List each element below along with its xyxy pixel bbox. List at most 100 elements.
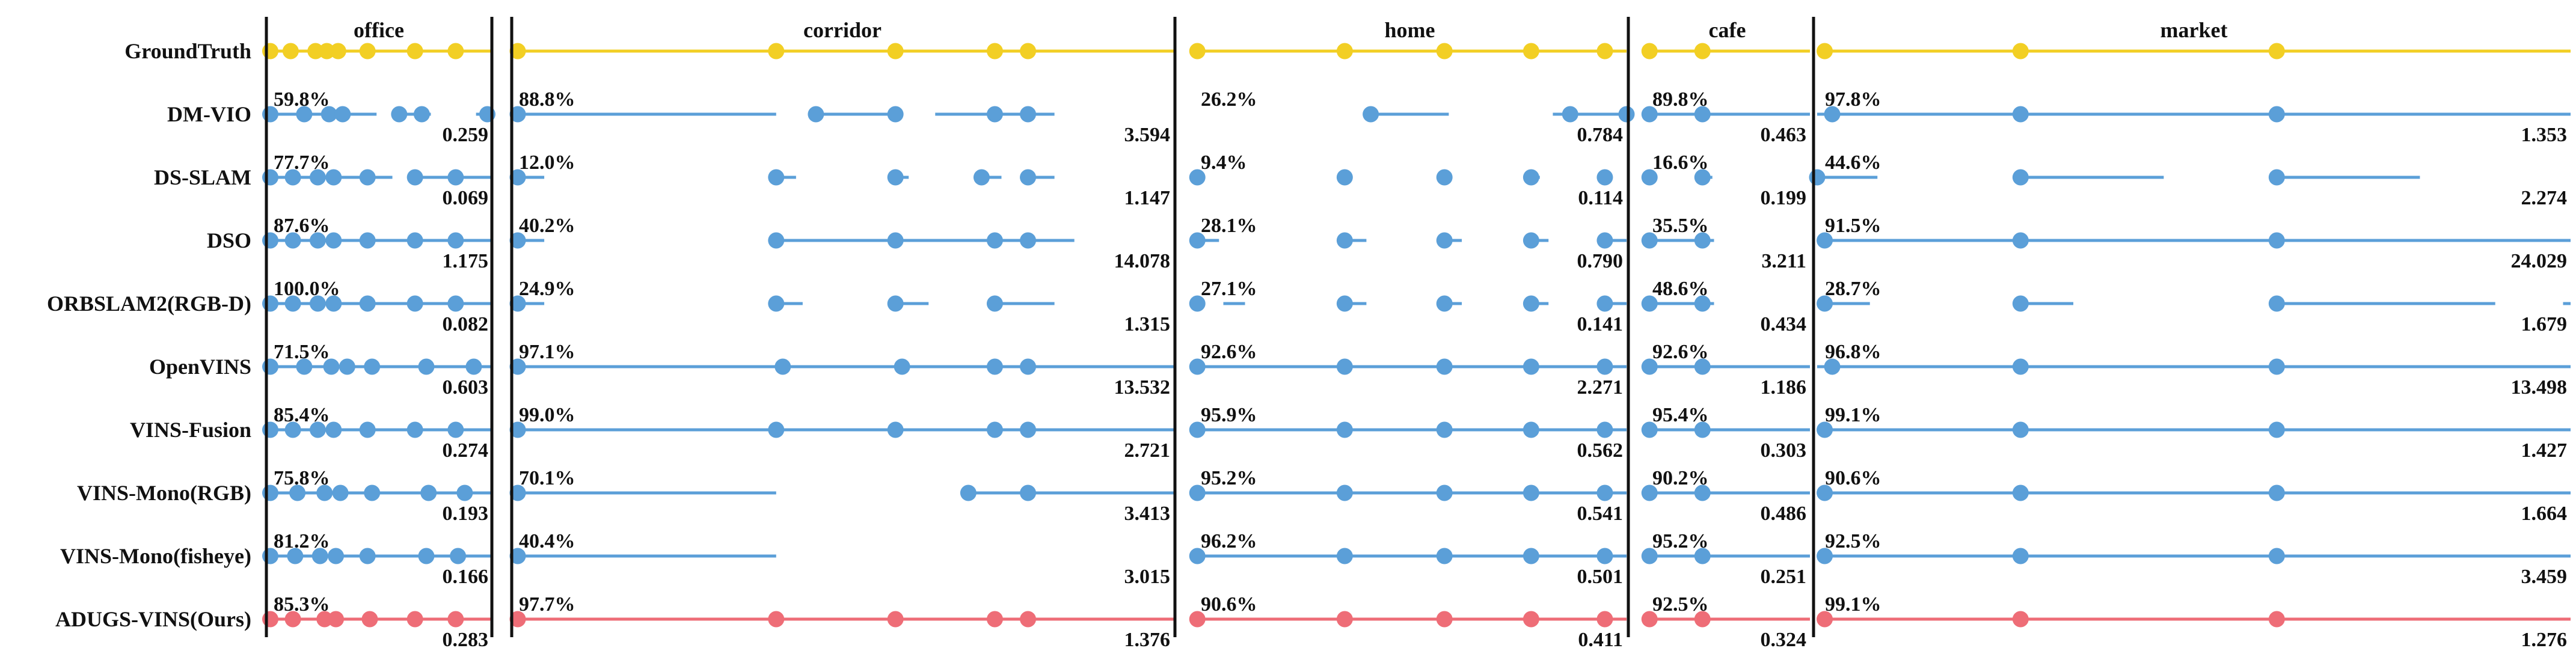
keyframe-dot-vins-fusion-corridor-2 bbox=[887, 421, 904, 438]
keyframe-dot-vins-mono-fisheye-cafe-1 bbox=[1694, 548, 1711, 564]
keyframe-dot-ds-slam-corridor-0 bbox=[509, 169, 526, 186]
percent-label-vins-mono-fisheye-corridor: 40.4% bbox=[519, 530, 575, 552]
keyframe-dot-orbslam2-rgb-d-office-1 bbox=[284, 295, 301, 312]
keyframe-dot-dm-vio-home-0 bbox=[1363, 106, 1379, 123]
keyframe-dot-groundtruth-market-2 bbox=[2268, 43, 2285, 60]
keyframe-dot-openvins-market-0 bbox=[1824, 358, 1841, 375]
keyframe-dot-orbslam2-rgb-d-market-0 bbox=[1817, 295, 1833, 312]
row-label-openvins: OpenVINS bbox=[149, 355, 251, 379]
percent-label-orbslam2-rgb-d-cafe: 48.6% bbox=[1652, 278, 1709, 300]
percent-label-vins-fusion-office: 85.4% bbox=[274, 404, 330, 426]
keyframe-dot-vins-fusion-home-1 bbox=[1336, 421, 1353, 438]
percent-label-adugs-vins-ours-cafe: 92.5% bbox=[1652, 593, 1709, 616]
keyframe-dot-ds-slam-office-6 bbox=[447, 169, 464, 186]
keyframe-dot-adugs-vins-ours-office-3 bbox=[328, 611, 345, 628]
keyframe-dot-ds-slam-office-2 bbox=[309, 169, 326, 186]
panel-separators bbox=[265, 17, 1815, 637]
labels: office corridor home cafe market GroundTruth D… bbox=[47, 18, 2567, 648]
keyframe-dot-dm-vio-home-2 bbox=[1618, 106, 1635, 123]
keyframe-dot-vins-mono-fisheye-market-0 bbox=[1817, 548, 1833, 564]
keyframe-dot-openvins-corridor-1 bbox=[774, 358, 791, 375]
keyframe-dot-dso-office-5 bbox=[406, 232, 423, 249]
keyframe-dot-groundtruth-home-0 bbox=[1189, 43, 1206, 60]
keyframe-dot-orbslam2-rgb-d-home-4 bbox=[1596, 295, 1613, 312]
value-label-openvins-office: 0.603 bbox=[443, 376, 489, 399]
keyframe-dot-vins-mono-rgb-market-1 bbox=[2012, 484, 2029, 501]
keyframe-dot-vins-fusion-office-1 bbox=[284, 421, 301, 438]
percent-label-adugs-vins-ours-home: 90.6% bbox=[1201, 593, 1257, 616]
keyframe-dot-vins-mono-fisheye-home-1 bbox=[1336, 548, 1353, 564]
keyframe-dot-orbslam2-rgb-d-corridor-2 bbox=[887, 295, 904, 312]
row-label-dm-vio: DM-VIO bbox=[167, 102, 251, 126]
keyframe-dot-openvins-home-3 bbox=[1523, 358, 1539, 375]
keyframe-dot-vins-fusion-office-2 bbox=[309, 421, 326, 438]
keyframe-dot-orbslam2-rgb-d-office-3 bbox=[325, 295, 342, 312]
percent-label-dso-home: 28.1% bbox=[1201, 215, 1257, 237]
keyframe-dot-vins-mono-rgb-office-4 bbox=[364, 484, 381, 501]
keyframe-dot-vins-mono-fisheye-market-2 bbox=[2268, 548, 2285, 564]
percent-label-vins-fusion-cafe: 95.4% bbox=[1652, 404, 1709, 426]
keyframe-dot-vins-mono-fisheye-office-1 bbox=[287, 548, 304, 564]
keyframe-dot-dso-corridor-3 bbox=[986, 232, 1003, 249]
keyframe-dot-orbslam2-rgb-d-office-4 bbox=[359, 295, 376, 312]
keyframe-dot-vins-mono-fisheye-home-0 bbox=[1189, 548, 1206, 564]
keyframe-dot-vins-fusion-cafe-0 bbox=[1641, 421, 1658, 438]
keyframe-dot-vins-fusion-office-4 bbox=[359, 421, 376, 438]
keyframe-dot-orbslam2-rgb-d-corridor-1 bbox=[768, 295, 785, 312]
percent-label-openvins-home: 92.6% bbox=[1201, 341, 1257, 363]
keyframe-dot-dso-office-3 bbox=[325, 232, 342, 249]
keyframe-dot-dm-vio-office-1 bbox=[296, 106, 313, 123]
keyframe-dot-vins-fusion-market-0 bbox=[1817, 421, 1833, 438]
keyframe-dot-groundtruth-home-4 bbox=[1596, 43, 1613, 60]
keyframe-dot-ds-slam-office-3 bbox=[325, 169, 342, 186]
keyframe-dot-dso-home-0 bbox=[1189, 232, 1206, 249]
percent-label-adugs-vins-ours-corridor: 97.7% bbox=[519, 593, 575, 616]
keyframe-dot-groundtruth-corridor-2 bbox=[887, 43, 904, 60]
percent-label-ds-slam-cafe: 16.6% bbox=[1652, 151, 1709, 174]
keyframe-dot-vins-fusion-market-1 bbox=[2012, 421, 2029, 438]
row-label-adugs-vins-ours: ADUGS-VINS(Ours) bbox=[55, 607, 251, 631]
percent-label-dm-vio-office: 59.8% bbox=[274, 88, 330, 111]
value-label-vins-fusion-home: 0.562 bbox=[1577, 439, 1624, 462]
row-label-orbslam2-rgb-d: ORBSLAM2(RGB-D) bbox=[47, 292, 251, 316]
value-label-openvins-market: 13.498 bbox=[2511, 376, 2568, 399]
percent-label-dm-vio-home: 26.2% bbox=[1201, 88, 1257, 111]
value-label-vins-mono-rgb-corridor: 3.413 bbox=[1124, 503, 1171, 525]
keyframe-dot-vins-mono-fisheye-office-5 bbox=[418, 548, 435, 564]
keyframe-dot-dso-home-3 bbox=[1523, 232, 1539, 249]
keyframe-dot-ds-slam-office-1 bbox=[284, 169, 301, 186]
percent-label-vins-fusion-corridor: 99.0% bbox=[519, 404, 575, 426]
keyframe-dot-orbslam2-rgb-d-corridor-0 bbox=[509, 295, 526, 312]
keyframe-dot-ds-slam-corridor-1 bbox=[768, 169, 785, 186]
keyframe-dot-groundtruth-office-5 bbox=[359, 43, 376, 60]
value-label-dso-home: 0.790 bbox=[1577, 250, 1624, 272]
keyframe-dot-ds-slam-corridor-3 bbox=[973, 169, 990, 186]
keyframe-dot-dm-vio-cafe-1 bbox=[1694, 106, 1711, 123]
keyframe-dot-orbslam2-rgb-d-cafe-1 bbox=[1694, 295, 1711, 312]
keyframe-dot-openvins-market-2 bbox=[2268, 358, 2285, 375]
keyframe-dot-adugs-vins-ours-cafe-1 bbox=[1694, 611, 1711, 628]
keyframe-dot-dso-cafe-0 bbox=[1641, 232, 1658, 249]
keyframe-dot-ds-slam-home-0 bbox=[1189, 169, 1206, 186]
value-label-ds-slam-corridor: 1.147 bbox=[1124, 187, 1171, 209]
keyframe-dot-dm-vio-market-2 bbox=[2268, 106, 2285, 123]
row-label-vins-mono-rgb: VINS-Mono(RGB) bbox=[77, 481, 251, 505]
keyframe-dot-groundtruth-office-2 bbox=[307, 43, 324, 60]
keyframe-dot-ds-slam-home-2 bbox=[1436, 169, 1453, 186]
percent-label-vins-mono-fisheye-home: 96.2% bbox=[1201, 530, 1257, 552]
keyframe-dot-openvins-office-1 bbox=[296, 358, 313, 375]
keyframe-dot-ds-slam-market-2 bbox=[2268, 169, 2285, 186]
percent-label-orbslam2-rgb-d-home: 27.1% bbox=[1201, 278, 1257, 300]
percent-label-dso-corridor: 40.2% bbox=[519, 215, 575, 237]
keyframe-dot-groundtruth-corridor-4 bbox=[1020, 43, 1037, 60]
keyframe-dot-dso-office-4 bbox=[359, 232, 376, 249]
value-label-dm-vio-office: 0.259 bbox=[443, 124, 489, 146]
keyframe-dot-vins-mono-rgb-home-1 bbox=[1336, 484, 1353, 501]
series-dots bbox=[262, 43, 2285, 628]
keyframe-dot-dm-vio-corridor-2 bbox=[887, 106, 904, 123]
keyframe-dot-dso-office-6 bbox=[447, 232, 464, 249]
value-label-adugs-vins-ours-market: 1.276 bbox=[2521, 629, 2568, 648]
keyframe-dot-vins-mono-rgb-corridor-1 bbox=[960, 484, 977, 501]
percent-label-ds-slam-office: 77.7% bbox=[274, 151, 330, 174]
percent-label-dso-market: 91.5% bbox=[1825, 215, 1881, 237]
